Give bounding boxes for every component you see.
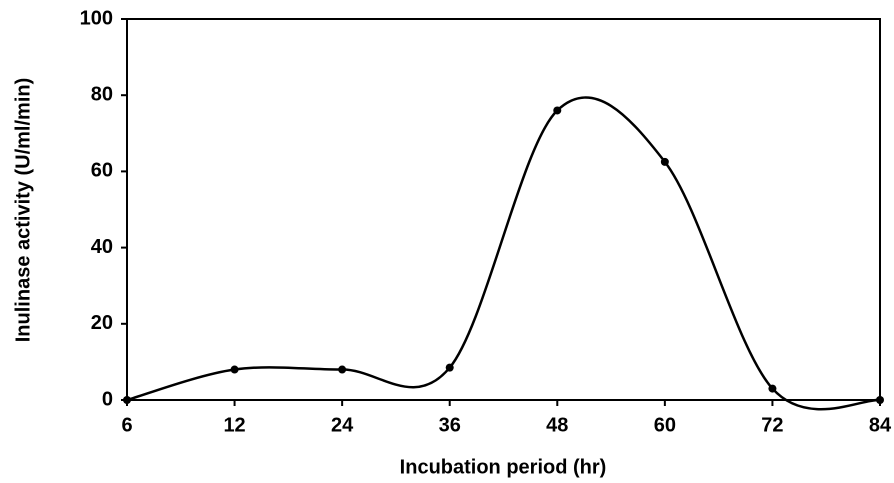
y-tick-label: 40 <box>91 236 113 258</box>
x-tick-label: 60 <box>654 414 676 436</box>
data-point <box>768 384 777 393</box>
y-tick-label: 60 <box>91 160 113 182</box>
data-point <box>338 365 347 374</box>
data-point <box>445 363 454 372</box>
y-tick-label: 100 <box>80 7 113 29</box>
x-tick-label: 36 <box>439 414 461 436</box>
data-line <box>126 96 881 411</box>
plot-frame <box>126 18 881 401</box>
data-point <box>876 396 884 404</box>
y-axis-title: Inulinase activity (U/ml/min) <box>12 78 34 343</box>
x-tick-label: 12 <box>223 414 245 436</box>
y-tick-label: 80 <box>91 83 113 105</box>
x-tick-label: 6 <box>121 414 132 436</box>
y-tick-label: 20 <box>91 312 113 334</box>
x-tick-label: 24 <box>331 414 354 436</box>
x-axis-title: Incubation period (hr) <box>400 456 607 478</box>
x-tick-label: 84 <box>869 414 892 436</box>
x-tick-label: 48 <box>546 414 568 436</box>
data-point <box>660 157 669 166</box>
y-tick-label: 0 <box>102 388 113 410</box>
data-point <box>553 106 562 115</box>
data-point <box>123 396 131 404</box>
data-point <box>230 365 239 374</box>
x-tick-label: 72 <box>761 414 783 436</box>
